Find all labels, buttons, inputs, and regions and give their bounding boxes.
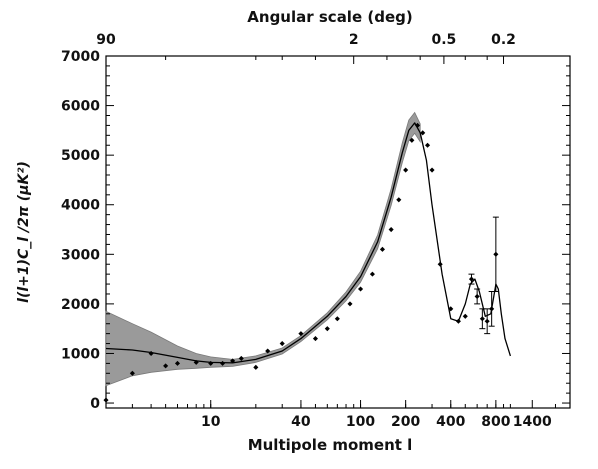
axes: 0 1000 2000 3000 4000 5000 6000 7000 10 40 100 200 4… — [61, 32, 570, 430]
data-point — [148, 350, 154, 357]
top-axis-title: Angular scale (deg) — [247, 8, 412, 26]
data-point — [448, 306, 454, 312]
model-curve — [105, 122, 512, 364]
data-point — [403, 167, 409, 173]
data-point — [220, 360, 226, 366]
x-tick-label: 800 — [481, 414, 510, 430]
data-point — [414, 122, 421, 128]
y-axis-title: l(l+1)C_l /2π (µK²) — [16, 161, 32, 303]
top-tick-label: 90 — [96, 32, 116, 48]
data-point — [437, 261, 443, 267]
data-point — [238, 355, 244, 361]
x-tick-label: 100 — [346, 414, 375, 430]
data-point — [347, 301, 353, 307]
data-point — [489, 306, 495, 312]
data-point — [474, 293, 480, 299]
y-tick-label: 7000 — [61, 49, 100, 65]
y-tick-label: 4000 — [61, 198, 100, 214]
data-point — [484, 318, 490, 324]
x-tick-label: 10 — [201, 414, 221, 430]
x-tick-label: 1400 — [513, 414, 552, 430]
x-tick-label: 400 — [436, 414, 465, 430]
data-point — [103, 397, 109, 403]
data-point — [265, 348, 271, 354]
data-point — [208, 360, 214, 366]
data-point — [163, 363, 169, 369]
band-area — [105, 111, 421, 387]
data-point — [334, 316, 340, 322]
data-point — [468, 276, 475, 282]
data-point — [420, 130, 426, 136]
data-point — [462, 313, 468, 319]
data-point — [129, 370, 135, 376]
data-point — [174, 360, 181, 366]
data-point — [324, 326, 330, 332]
data-point — [388, 226, 394, 233]
y-tick-label: 3000 — [61, 247, 100, 263]
x-tick-label: 200 — [391, 414, 420, 430]
data-point — [253, 364, 259, 370]
data-point — [279, 341, 285, 347]
top-tick-label: 2 — [349, 32, 359, 48]
x-tick-label: 40 — [291, 414, 311, 430]
top-tick-label: 0.2 — [491, 32, 516, 48]
data-point — [479, 316, 485, 322]
y-tick-label: 2000 — [61, 297, 100, 313]
top-tick-label: 0.5 — [431, 32, 456, 48]
y-tick-label: 1000 — [61, 346, 100, 362]
model-line — [105, 122, 512, 364]
data-point — [230, 358, 236, 364]
data-point — [396, 197, 402, 203]
data-point — [455, 318, 461, 324]
data-point — [493, 251, 499, 257]
y-tick-label: 5000 — [61, 148, 100, 164]
data-point — [429, 167, 435, 173]
y-tick-label: 0 — [90, 396, 100, 412]
plot-frame — [105, 55, 571, 409]
data-point — [409, 137, 415, 143]
data-point — [312, 336, 318, 342]
data-point — [193, 359, 199, 365]
data-point — [358, 286, 364, 292]
data-point — [425, 142, 431, 148]
confidence-band — [105, 111, 421, 387]
x-axis-title: Multipole moment l — [248, 436, 413, 454]
data-point — [369, 271, 375, 277]
data-point — [298, 331, 304, 337]
y-tick-label: 6000 — [61, 99, 100, 115]
data-point — [379, 246, 385, 252]
